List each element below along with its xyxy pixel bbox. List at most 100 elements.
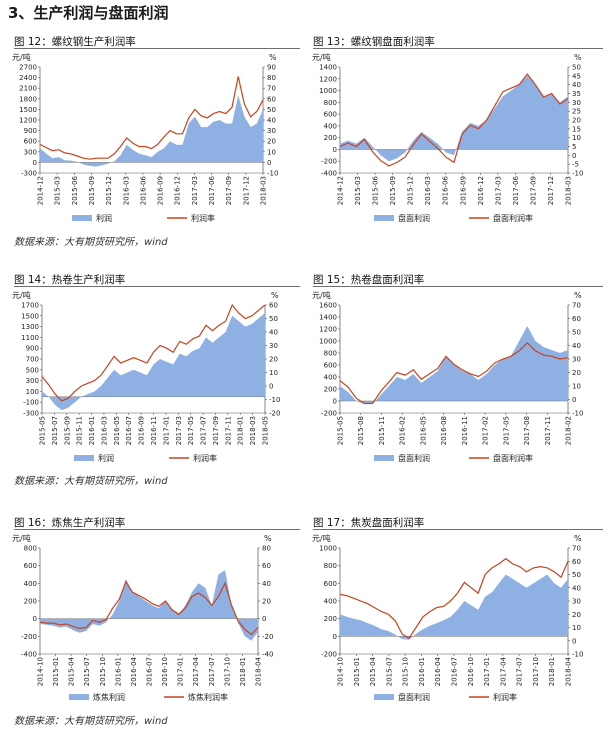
fig14-rule [14, 286, 300, 287]
y-right-tick-label: 20 [572, 369, 581, 377]
y-left-tick-label: -400 [321, 170, 337, 178]
y-left-tick-label: 600 [24, 562, 37, 570]
legend-swatch-area [72, 215, 92, 221]
fig13-title: 图 13：螺纹钢盘面利润率 [313, 36, 435, 48]
y-right-tick-label: -10 [572, 170, 583, 178]
x-tick-label: 2016-09 [157, 176, 165, 205]
x-tick-label: 2018-04 [565, 656, 573, 686]
y-right-tick-label: 60 [572, 315, 581, 323]
x-tick-label: 2017-10 [223, 657, 231, 686]
source-note-mid: 数据来源：大有期货研究所，wind [14, 476, 168, 487]
x-tick-label: 2014-10 [37, 657, 45, 686]
x-tick-label: 2018-01 [237, 416, 245, 445]
profit-area [42, 313, 265, 411]
x-tick-label: 2016-01 [88, 416, 96, 445]
x-tick-label: 2016-11 [150, 416, 158, 445]
y-left-tick-label: 1500 [21, 312, 39, 320]
y-right-tick-label: -20 [269, 410, 280, 418]
x-tick-label: 2017-07 [200, 416, 208, 445]
y-left-unit: 元/吨 [12, 533, 31, 543]
y-left-tick-label: -400 [21, 651, 37, 659]
y-right-tick-label: -10 [269, 396, 280, 404]
y-left-tick-label: 500 [26, 366, 39, 374]
y-right-tick-label: 60 [262, 562, 271, 570]
x-tick-label: 2015-07 [83, 657, 91, 686]
y-left-tick-label: 600 [324, 111, 337, 119]
legend-swatch-area [374, 215, 394, 221]
y-right-tick-label: 60 [269, 302, 278, 310]
x-tick-label: 2016-09 [459, 176, 467, 205]
fig17-title: 图 17：焦炭盘面利润率 [313, 517, 425, 529]
x-tick-label: 2017-04 [499, 656, 507, 686]
x-tick-label: 2016-01 [114, 657, 122, 686]
y-right-tick-label: 50 [572, 571, 581, 579]
fig15-title: 图 15：热卷盘面利润率 [313, 274, 425, 286]
legend-label-line: 利润率 [191, 213, 215, 223]
y-right-tick-label: -40 [262, 651, 273, 659]
y-right-tick-label: 15 [572, 125, 581, 133]
y-right-tick-label: 5 [572, 143, 576, 151]
y-left-tick-label: 400 [24, 580, 37, 588]
x-tick-label: 2017-09 [225, 176, 233, 205]
y-right-tick-label: 40 [572, 81, 581, 89]
y-left-tick-label: 400 [324, 374, 337, 382]
fig16-rule [14, 529, 300, 530]
y-left-tick-label: 900 [24, 127, 37, 135]
x-tick-label: 2015-11 [76, 416, 84, 445]
y-left-tick-label: 200 [24, 598, 37, 606]
fig16-title: 图 16：炼焦生产利润率 [14, 517, 126, 529]
x-tick-label: 2017-09 [529, 176, 537, 205]
profit-area [340, 574, 568, 640]
y-right-tick-label: 80 [267, 74, 276, 82]
y-right-tick-label: 45 [572, 72, 581, 80]
y-right-tick-label: 0 [262, 615, 266, 623]
y-left-tick-label: 900 [26, 345, 39, 353]
x-tick-label: 2016-04 [434, 656, 442, 686]
y-left-tick-label: 0 [33, 159, 37, 167]
y-left-tick-label: -300 [23, 410, 39, 418]
y-left-tick-label: 400 [324, 122, 337, 130]
x-tick-label: 2017-04 [192, 656, 200, 686]
x-tick-label: 2015-04 [369, 656, 377, 686]
y-left-tick-label: 1500 [19, 106, 37, 114]
y-right-tick-label: 70 [572, 545, 581, 553]
y-left-tick-label: 1400 [319, 314, 337, 322]
y-left-tick-label: 1600 [319, 302, 337, 310]
y-right-unit: % [574, 291, 582, 300]
y-right-tick-label: -10 [572, 651, 583, 659]
y-right-unit: % [269, 53, 277, 62]
y-left-tick-label: 1100 [21, 334, 39, 342]
y-right-unit: % [574, 534, 582, 543]
x-tick-label: 2015-12 [105, 176, 113, 205]
x-tick-label: 2016-01 [418, 657, 426, 686]
x-tick-label: 2015-08 [357, 416, 365, 445]
rate-line [339, 557, 569, 639]
x-tick-label: 2017-05 [502, 416, 510, 445]
x-tick-label: 2016-05 [113, 416, 121, 445]
fig12-title: 图 12：螺纹钢生产利润率 [14, 36, 136, 48]
y-left-tick-label: 0 [333, 633, 337, 641]
y-left-tick-label: 700 [26, 356, 39, 364]
x-tick-label: 2017-07 [516, 657, 524, 686]
x-tick-label: 2015-01 [52, 657, 60, 686]
y-left-tick-label: 600 [324, 580, 337, 588]
y-right-tick-label: 60 [572, 558, 581, 566]
x-tick-label: 2016-06 [139, 175, 147, 205]
x-tick-label: 2017-03 [494, 176, 502, 205]
x-tick-label: 2015-09 [88, 176, 96, 205]
y-right-tick-label: 40 [267, 117, 276, 125]
y-right-tick-label: 25 [572, 108, 581, 116]
x-tick-label: 2017-12 [242, 176, 250, 205]
x-tick-label: 2017-01 [483, 657, 491, 686]
y-right-tick-label: 10 [269, 369, 278, 377]
profit-area [340, 75, 568, 162]
x-tick-label: 2015-06 [372, 175, 380, 205]
x-tick-label: 2018-03 [260, 176, 268, 205]
x-tick-label: 2017-02 [482, 416, 490, 445]
legend-swatch-area [74, 455, 94, 461]
x-tick-label: 2018-02 [565, 416, 573, 445]
x-tick-label: 2016-07 [146, 657, 154, 686]
y-left-tick-label: 0 [333, 398, 337, 406]
legend-swatch-area [374, 694, 394, 700]
x-tick-label: 2017-03 [175, 416, 183, 445]
